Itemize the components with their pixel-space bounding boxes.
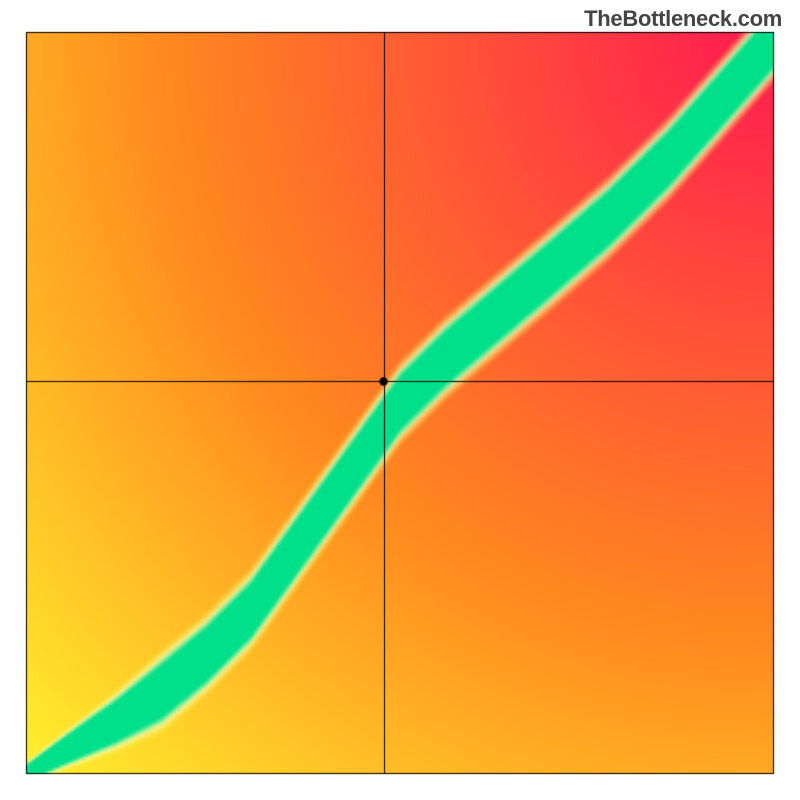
watermark-text: TheBottleneck.com [584, 6, 782, 32]
chart-container: TheBottleneck.com [0, 0, 800, 800]
overlay-canvas [0, 0, 800, 800]
